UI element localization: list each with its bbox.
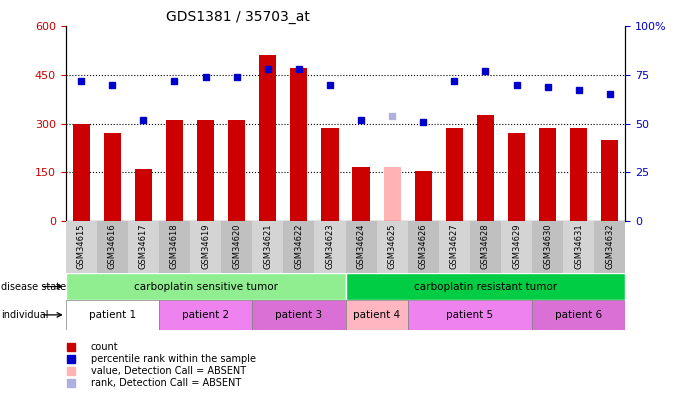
Text: patient 5: patient 5 xyxy=(446,310,493,320)
Bar xyxy=(66,221,97,273)
Text: GSM34626: GSM34626 xyxy=(419,224,428,269)
Bar xyxy=(314,221,346,273)
Bar xyxy=(352,167,370,221)
Bar xyxy=(570,128,587,221)
Bar xyxy=(252,300,346,330)
Bar xyxy=(539,128,556,221)
Bar xyxy=(290,68,307,221)
Text: percentile rank within the sample: percentile rank within the sample xyxy=(91,354,256,364)
Text: GSM34617: GSM34617 xyxy=(139,224,148,269)
Text: GSM34625: GSM34625 xyxy=(388,224,397,269)
Text: disease state: disease state xyxy=(1,281,66,292)
Bar xyxy=(221,221,252,273)
Bar xyxy=(415,171,432,221)
Text: count: count xyxy=(91,342,118,352)
Bar xyxy=(601,140,618,221)
Bar xyxy=(470,221,501,273)
Bar xyxy=(166,120,183,221)
Text: GSM34615: GSM34615 xyxy=(77,224,86,269)
Bar xyxy=(197,120,214,221)
Bar xyxy=(446,128,463,221)
Bar xyxy=(128,221,159,273)
Text: GDS1381 / 35703_at: GDS1381 / 35703_at xyxy=(167,10,310,24)
Text: GSM34632: GSM34632 xyxy=(605,224,614,269)
Text: patient 2: patient 2 xyxy=(182,310,229,320)
Text: GSM34628: GSM34628 xyxy=(481,224,490,269)
Bar xyxy=(283,221,314,273)
Bar xyxy=(594,221,625,273)
Text: carboplatin sensitive tumor: carboplatin sensitive tumor xyxy=(133,281,278,292)
Bar xyxy=(66,273,346,300)
Text: patient 6: patient 6 xyxy=(555,310,603,320)
Bar xyxy=(346,273,625,300)
Text: GSM34631: GSM34631 xyxy=(574,224,583,269)
Text: GSM34620: GSM34620 xyxy=(232,224,241,269)
Bar xyxy=(501,221,532,273)
Text: individual: individual xyxy=(1,310,48,320)
Bar xyxy=(408,300,532,330)
Text: GSM34630: GSM34630 xyxy=(543,224,552,269)
Text: GSM34627: GSM34627 xyxy=(450,224,459,269)
Bar xyxy=(190,221,221,273)
Text: GSM34624: GSM34624 xyxy=(357,224,366,269)
Bar xyxy=(159,300,252,330)
Bar xyxy=(477,115,494,221)
Bar xyxy=(252,221,283,273)
Bar xyxy=(563,221,594,273)
Bar xyxy=(66,300,159,330)
Bar xyxy=(104,133,121,221)
Text: GSM34622: GSM34622 xyxy=(294,224,303,269)
Bar xyxy=(532,300,625,330)
Text: patient 1: patient 1 xyxy=(88,310,136,320)
Text: rank, Detection Call = ABSENT: rank, Detection Call = ABSENT xyxy=(91,378,241,388)
Bar xyxy=(532,221,563,273)
Bar xyxy=(508,133,525,221)
Text: GSM34616: GSM34616 xyxy=(108,224,117,269)
Bar xyxy=(97,221,128,273)
Text: GSM34623: GSM34623 xyxy=(325,224,334,269)
Bar xyxy=(259,55,276,221)
Bar xyxy=(439,221,470,273)
Bar xyxy=(377,221,408,273)
Bar xyxy=(346,221,377,273)
Text: patient 4: patient 4 xyxy=(353,310,400,320)
Bar xyxy=(135,169,152,221)
Bar xyxy=(346,300,408,330)
Text: value, Detection Call = ABSENT: value, Detection Call = ABSENT xyxy=(91,366,246,376)
Text: GSM34621: GSM34621 xyxy=(263,224,272,269)
Text: patient 3: patient 3 xyxy=(275,310,323,320)
Bar xyxy=(73,124,90,221)
Bar xyxy=(321,128,339,221)
Bar xyxy=(384,167,401,221)
Text: carboplatin resistant tumor: carboplatin resistant tumor xyxy=(414,281,557,292)
Bar xyxy=(228,120,245,221)
Text: GSM34619: GSM34619 xyxy=(201,224,210,269)
Bar xyxy=(159,221,190,273)
Bar xyxy=(408,221,439,273)
Text: GSM34629: GSM34629 xyxy=(512,224,521,269)
Text: GSM34618: GSM34618 xyxy=(170,224,179,269)
